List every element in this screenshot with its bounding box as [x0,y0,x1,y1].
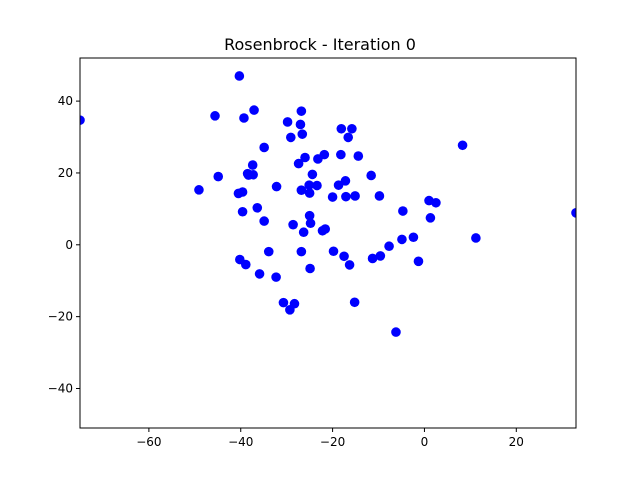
data-point [327,192,338,202]
x-tick-label: −60 [136,435,161,449]
data-points [80,71,576,337]
data-point [285,305,295,315]
y-axis: −40 −20 0 20 40 [48,94,80,395]
x-tick-label: 0 [421,435,429,449]
data-point [278,297,289,308]
data-point [254,269,265,279]
x-tick-label: −40 [228,435,253,449]
data-point [384,241,394,252]
data-point [194,185,204,195]
data-point [398,206,408,216]
data-point [80,115,85,125]
data-point [350,191,360,201]
data-point [336,123,347,134]
data-point [425,213,436,223]
y-tick-label: −40 [48,381,73,395]
data-point [408,232,419,243]
data-point [366,170,376,181]
data-point [307,169,318,180]
data-point [305,263,315,274]
y-tick-label: 40 [58,94,73,108]
data-point [247,160,258,170]
data-point [296,185,307,195]
data-point [210,111,220,121]
data-point [304,188,315,198]
x-tick-label: 20 [509,435,524,449]
data-point [471,233,481,243]
data-point [367,253,378,264]
data-point [375,251,386,261]
data-point [333,180,344,190]
data-point [263,246,274,257]
data-point [457,140,468,151]
data-point [349,297,360,308]
data-point [295,119,306,130]
data-point [234,71,245,81]
data-point [213,171,224,182]
data-point [431,197,441,208]
data-point [288,219,298,230]
data-point [340,176,351,186]
data-point [328,246,339,257]
data-point [271,181,282,192]
data-point [391,327,401,337]
data-point [249,105,259,115]
data-point [571,208,576,218]
data-point [413,256,424,267]
data-point [312,180,322,191]
data-point [282,117,293,127]
data-point [237,187,248,197]
data-point [300,152,310,163]
data-point [237,206,248,217]
data-point [304,180,314,190]
data-point [243,170,254,180]
chart-title: Rosenbrock - Iteration 0 [224,35,416,54]
y-tick-label: 20 [58,166,73,180]
x-axis: −60 −40 −20 0 20 [136,428,524,449]
data-point [336,149,346,160]
data-point [305,218,316,229]
data-point [347,123,357,134]
data-point [239,113,249,123]
data-point [298,227,309,238]
y-tick-label: 0 [65,238,73,252]
data-point [297,129,308,139]
x-tick-label: −20 [320,435,345,449]
data-point [339,251,349,262]
y-tick-label: −20 [48,310,73,324]
data-point [343,132,354,143]
data-point [341,191,351,202]
data-point [344,260,355,270]
data-point [304,210,315,221]
data-point [286,132,296,143]
data-point [296,106,307,116]
plot-frame [79,57,577,429]
data-point [259,142,269,153]
data-point [296,246,307,257]
data-point [293,158,304,169]
data-point [240,259,251,270]
data-point [259,216,269,226]
data-point [319,149,330,160]
data-point [320,224,331,234]
data-point [374,191,385,201]
data-point [271,272,281,282]
data-point [353,151,364,161]
data-point [252,202,263,213]
data-point [397,234,407,245]
